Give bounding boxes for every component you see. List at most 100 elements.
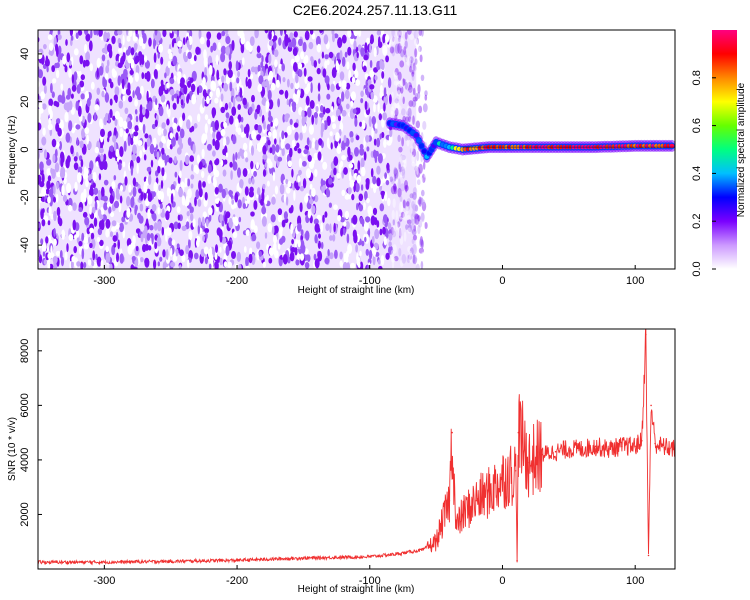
noise-blob — [344, 51, 348, 58]
noise-blob — [48, 98, 54, 107]
x-tick-label: -300 — [93, 575, 115, 587]
noise-blob — [320, 241, 324, 250]
noise-blob — [146, 103, 150, 110]
noise-blob — [231, 40, 235, 51]
noise-blob — [222, 148, 227, 156]
noise-blob — [331, 67, 337, 79]
noise-blob — [61, 153, 65, 163]
snr-point — [236, 559, 238, 562]
noise-blob — [250, 211, 255, 217]
noise-blob — [309, 183, 313, 190]
noise-blob — [256, 143, 260, 151]
noise-blob — [409, 56, 414, 64]
noise-blob — [412, 234, 418, 241]
noise-blob — [198, 187, 203, 198]
snr-point — [554, 450, 557, 453]
noise-blob — [139, 150, 143, 159]
noise-blob — [202, 235, 206, 242]
noise-blob — [127, 120, 133, 130]
noise-blob — [104, 72, 109, 80]
noise-blob — [158, 106, 164, 117]
noise-blob — [308, 41, 314, 50]
noise-blob — [401, 254, 407, 264]
noise-blob — [311, 205, 316, 214]
noise-blob — [412, 243, 418, 255]
noise-blob — [411, 228, 417, 236]
noise-blob — [35, 54, 37, 60]
noise-blob — [383, 102, 386, 112]
noise-blob — [329, 235, 333, 241]
noise-blob — [228, 101, 232, 109]
y-tick-label: 8000 — [19, 339, 31, 363]
noise-blob — [257, 187, 261, 196]
noise-blob — [409, 86, 412, 93]
noise-blob — [405, 185, 408, 193]
noise-blob — [139, 104, 143, 115]
noise-blob — [156, 221, 162, 232]
noise-blob — [328, 51, 334, 59]
noise-blob — [188, 238, 191, 249]
noise-blob — [274, 185, 279, 195]
noise-blob — [273, 35, 278, 41]
noise-blob — [347, 146, 351, 157]
noise-blob — [419, 238, 424, 248]
noise-blob — [153, 38, 156, 50]
noise-blob — [81, 232, 85, 242]
noise-blob — [142, 123, 146, 134]
noise-blob — [271, 144, 276, 155]
noise-blob — [89, 63, 94, 72]
noise-blob — [177, 214, 181, 221]
noise-blob — [103, 179, 109, 186]
noise-blob — [423, 259, 427, 269]
noise-blob — [118, 42, 122, 49]
noise-blob — [53, 196, 56, 203]
noise-blob — [360, 157, 365, 168]
noise-blob — [111, 181, 116, 190]
noise-blob — [374, 154, 378, 164]
noise-blob — [207, 174, 212, 184]
noise-blob — [326, 93, 331, 100]
noise-blob — [144, 181, 148, 188]
noise-blob — [342, 261, 348, 269]
noise-blob — [147, 100, 153, 112]
noise-blob — [169, 30, 173, 34]
noise-blob — [303, 149, 309, 155]
noise-blob — [390, 110, 394, 117]
noise-blob — [63, 177, 67, 185]
noise-blob — [298, 169, 302, 176]
noise-blob — [238, 187, 242, 194]
noise-blob — [243, 246, 247, 253]
noise-blob — [207, 248, 212, 258]
noise-blob — [396, 95, 400, 101]
noise-blob — [380, 254, 385, 266]
noise-blob — [85, 33, 91, 42]
noise-blob — [132, 32, 136, 42]
noise-blob — [408, 116, 412, 123]
snr-point — [475, 500, 477, 502]
noise-blob — [100, 153, 104, 162]
noise-blob — [402, 78, 407, 86]
noise-blob — [186, 211, 190, 217]
noise-blob — [366, 197, 370, 204]
noise-blob — [263, 120, 266, 131]
noise-blob — [76, 172, 82, 183]
noise-blob — [52, 78, 57, 84]
noise-blob — [236, 77, 240, 84]
noise-blob — [33, 59, 36, 66]
noise-blob — [272, 129, 278, 140]
noise-blob — [406, 105, 410, 115]
noise-blob — [385, 55, 389, 63]
noise-blob — [48, 117, 51, 126]
noise-blob — [31, 45, 36, 51]
noise-blob — [379, 133, 382, 140]
noise-blob — [223, 68, 227, 76]
noise-blob — [133, 134, 139, 145]
noise-blob — [392, 244, 397, 254]
noise-blob — [316, 67, 321, 75]
noise-blob — [60, 256, 65, 267]
noise-blob — [84, 43, 88, 54]
snr-point — [516, 560, 518, 562]
noise-blob — [309, 30, 314, 35]
noise-blob — [274, 66, 278, 76]
noise-blob — [46, 168, 52, 176]
